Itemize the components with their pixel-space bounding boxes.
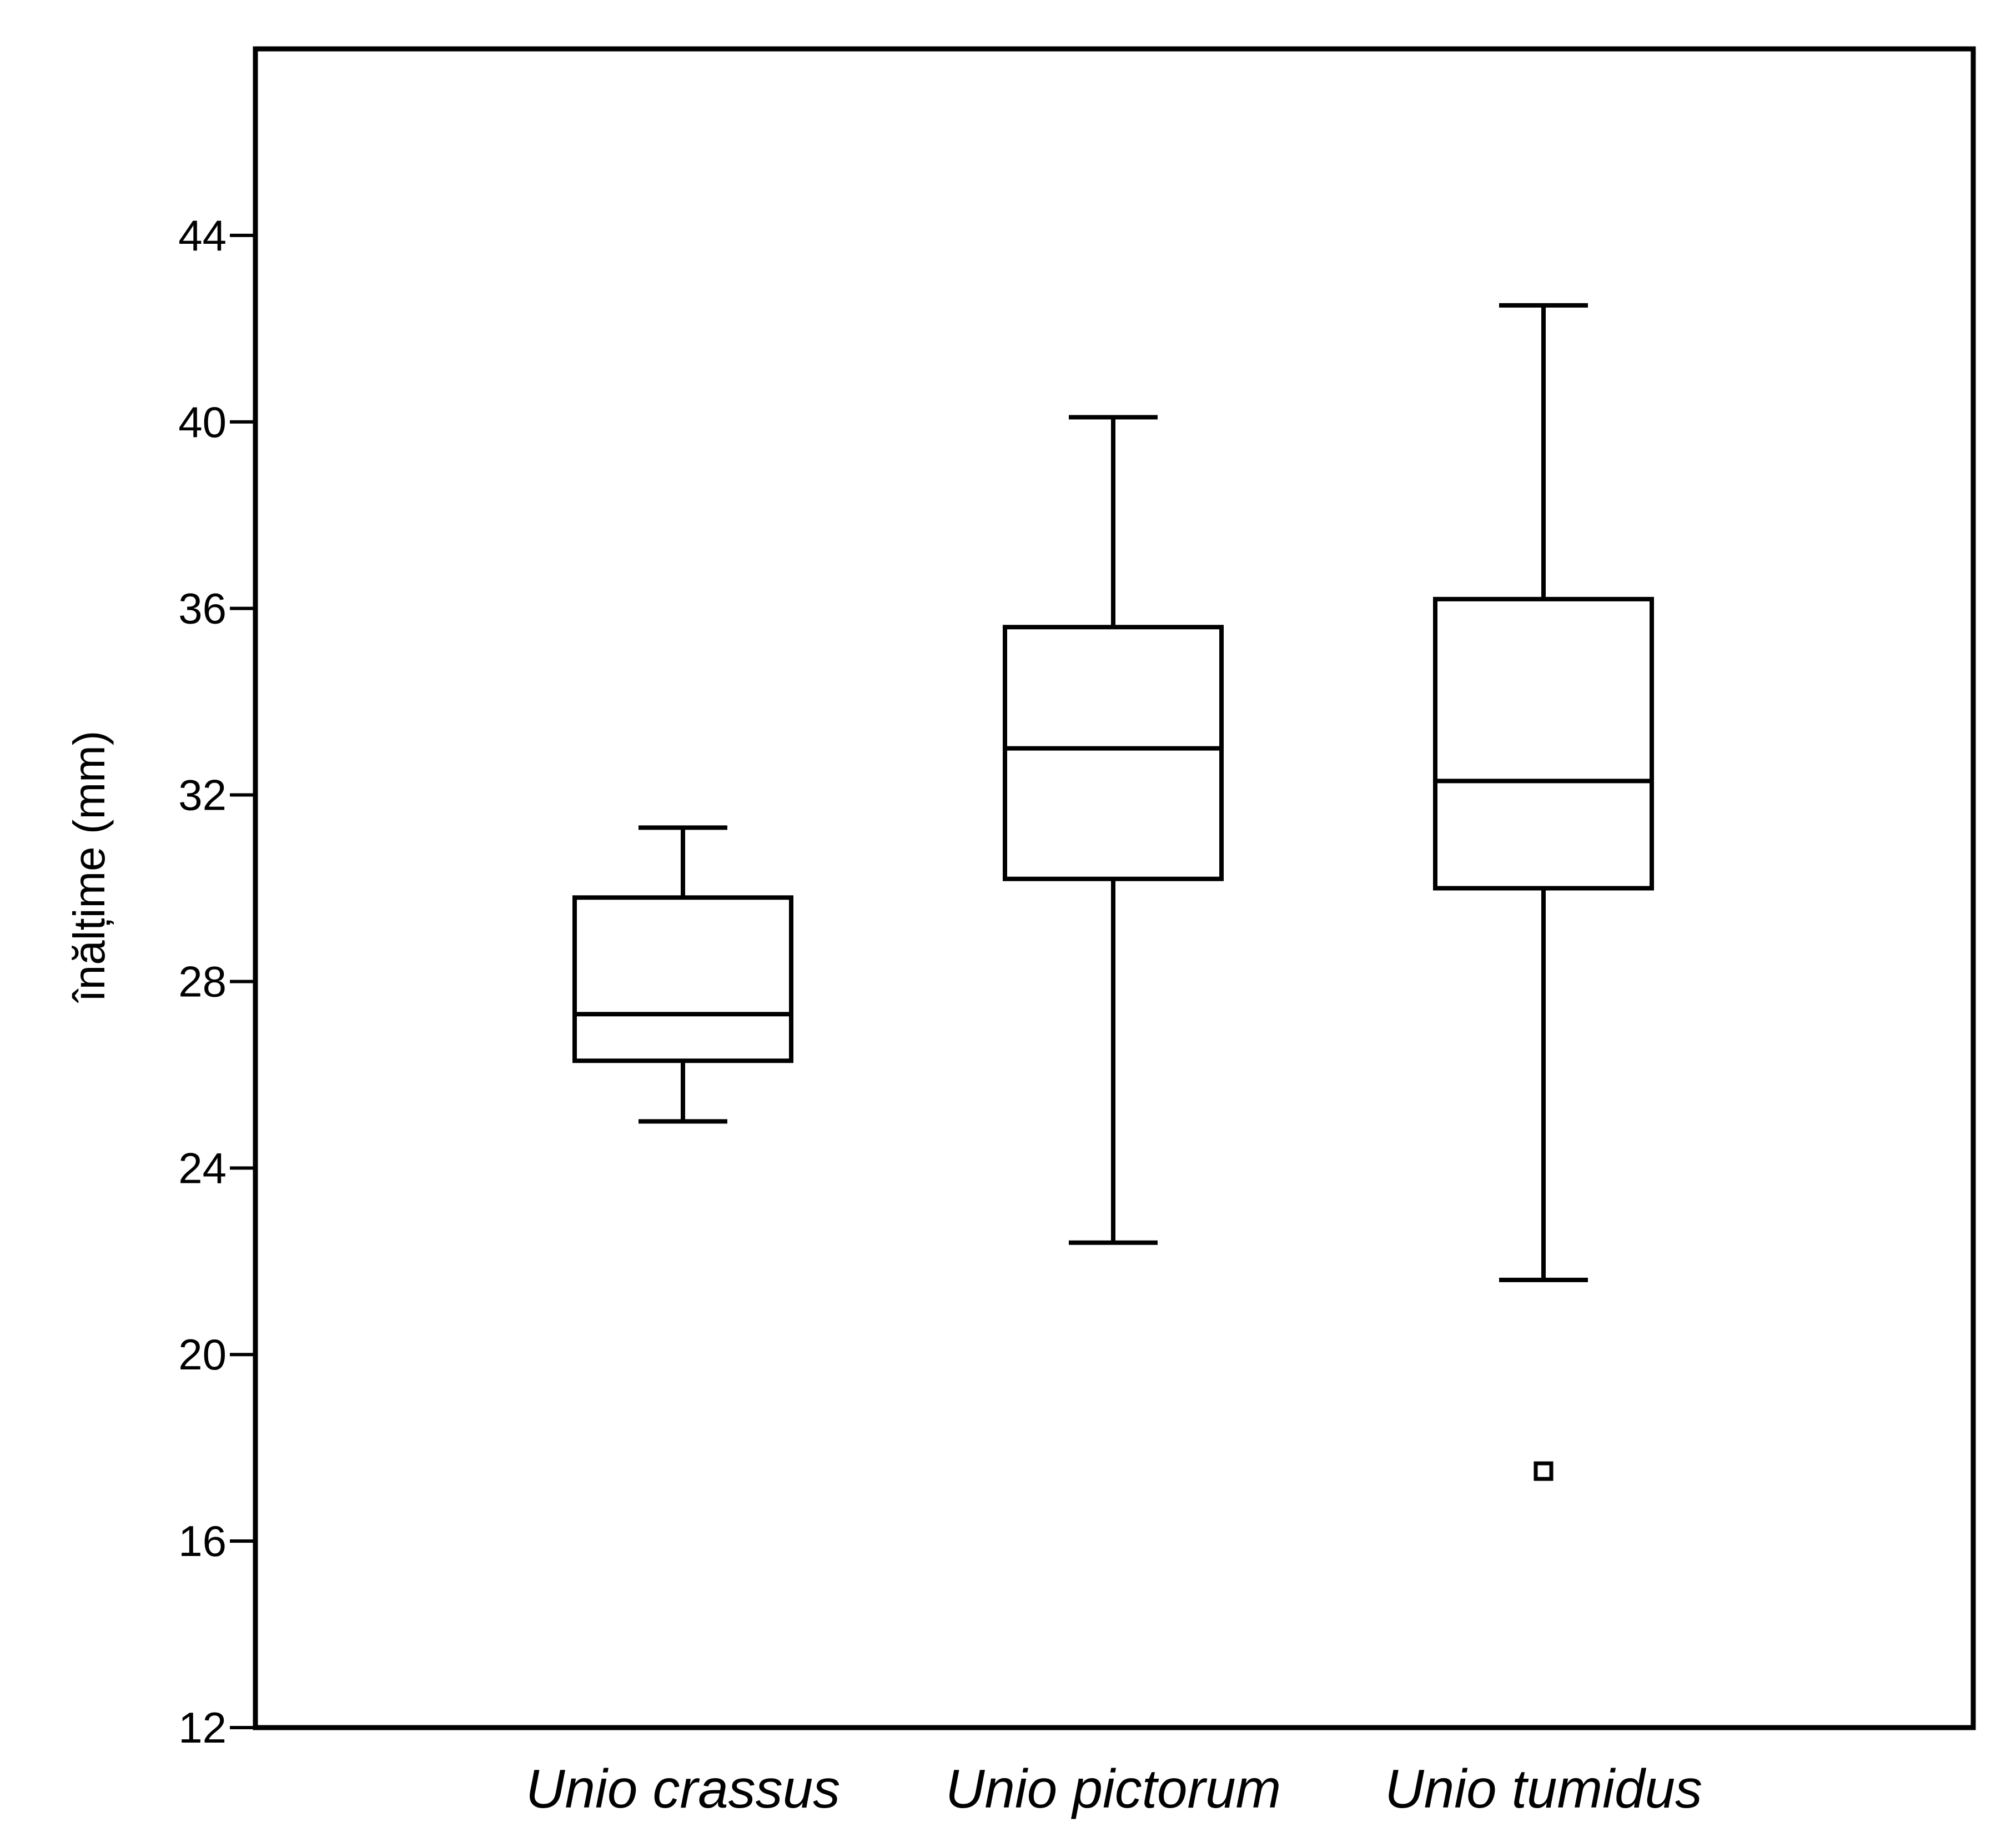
x-axis-labels: Unio crassus Unio pictorum Unio tumidus [526, 1758, 1702, 1819]
x-category-label: Unio tumidus [1385, 1758, 1702, 1819]
y-tick-label: 16 [178, 1517, 227, 1565]
outlier-point [1534, 1461, 1554, 1481]
x-category-label: Unio pictorum [946, 1758, 1281, 1819]
boxes [572, 303, 1654, 1481]
iqr-box [572, 895, 793, 1063]
iqr-box [1433, 596, 1654, 891]
y-tick-label: 36 [178, 584, 227, 633]
y-tick-label: 28 [178, 957, 227, 1006]
y-axis: 12 16 20 24 28 32 36 40 44 [178, 211, 255, 1752]
box-1 [572, 825, 793, 1124]
y-tick-label: 32 [178, 771, 227, 820]
y-axis-title: înălțime (mm) [64, 731, 114, 1003]
y-tick-label: 12 [178, 1703, 227, 1752]
y-tick-label: 24 [178, 1143, 227, 1192]
y-tick-label: 40 [178, 398, 227, 446]
plot-frame [253, 46, 1976, 1730]
y-tick-label: 20 [178, 1330, 227, 1379]
box-3 [1433, 303, 1654, 1481]
y-tick-label: 44 [178, 211, 227, 260]
box-2 [1003, 415, 1224, 1245]
x-category-label: Unio crassus [526, 1758, 840, 1819]
iqr-box [1003, 625, 1224, 881]
